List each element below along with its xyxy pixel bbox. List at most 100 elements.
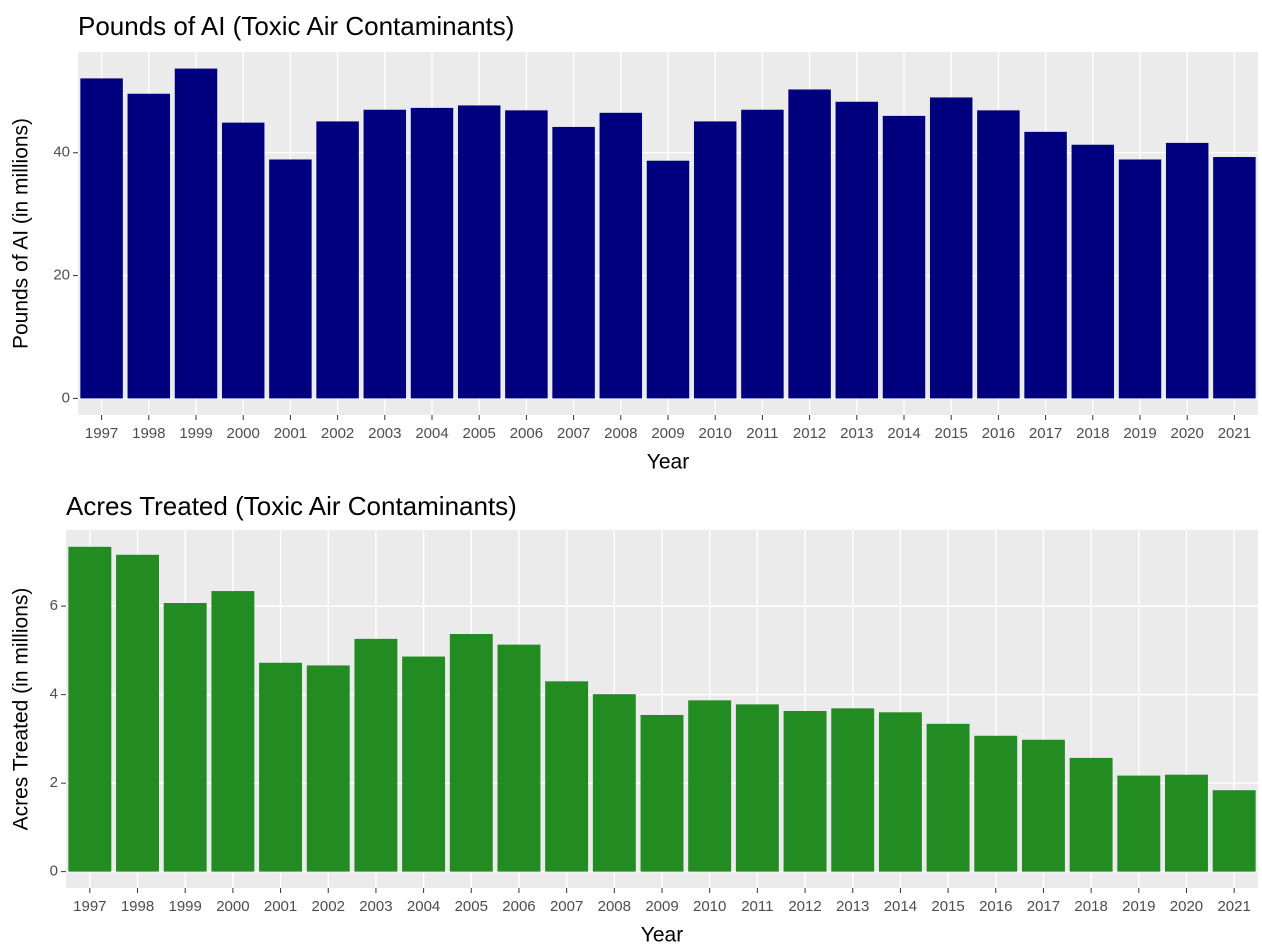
x-tick-label: 2021: [1218, 425, 1251, 442]
x-tick-label: 2014: [887, 425, 920, 442]
bar: [1213, 157, 1256, 399]
bar: [259, 662, 303, 872]
bar: [974, 735, 1018, 872]
x-tick-label: 2007: [557, 425, 590, 442]
x-tick-label: 2012: [788, 898, 821, 915]
bar: [1021, 739, 1065, 872]
bar: [926, 723, 970, 872]
bar: [363, 109, 407, 399]
bar: [1165, 142, 1209, 399]
bar: [783, 710, 827, 872]
bar: [316, 121, 359, 399]
bar: [68, 546, 112, 872]
x-tick-label: 2009: [651, 425, 684, 442]
bar: [835, 101, 879, 399]
x-tick-label: 2003: [359, 898, 392, 915]
x-tick-label: 2021: [1217, 898, 1250, 915]
x-tick-label: 2001: [274, 425, 307, 442]
bar: [306, 665, 350, 872]
x-tick-label: 2019: [1123, 425, 1156, 442]
x-tick-label: 2004: [415, 425, 448, 442]
y-tick-label: 40: [53, 144, 70, 161]
y-tick-label: 6: [50, 597, 58, 614]
y-tick-label: 4: [50, 686, 58, 703]
x-tick-label: 2008: [604, 425, 637, 442]
bar: [1118, 159, 1162, 399]
bar: [1069, 757, 1113, 872]
bar: [1024, 131, 1067, 399]
bar: [1117, 775, 1161, 872]
bar: [977, 110, 1020, 399]
bar: [741, 109, 784, 399]
x-tick-label: 2015: [931, 898, 964, 915]
bar: [127, 93, 171, 399]
bar: [735, 704, 779, 872]
bar: [831, 708, 875, 872]
x-tick-label: 2005: [463, 425, 496, 442]
x-tick-label: 2006: [510, 425, 543, 442]
bar: [878, 712, 922, 872]
bar: [1071, 144, 1115, 399]
x-tick-label: 1999: [179, 425, 212, 442]
x-tick-label: 1997: [73, 898, 106, 915]
x-tick-label: 2009: [645, 898, 678, 915]
x-tick-label: 2012: [793, 425, 826, 442]
x-tick-label: 2010: [693, 898, 726, 915]
x-tick-label: 2011: [746, 425, 778, 442]
bar: [929, 97, 973, 399]
x-tick-label: 2013: [836, 898, 869, 915]
bar: [599, 112, 643, 399]
chart-title: Acres Treated (Toxic Air Contaminants): [66, 491, 517, 521]
x-tick-label: 2018: [1074, 898, 1107, 915]
x-tick-label: 2004: [407, 898, 440, 915]
bar: [457, 105, 501, 399]
bar: [693, 121, 737, 399]
bar: [882, 115, 926, 399]
y-tick-label: 0: [62, 389, 70, 406]
x-tick-label: 2017: [1029, 425, 1062, 442]
x-tick-label: 2020: [1170, 898, 1203, 915]
bar: [116, 554, 159, 872]
bar: [449, 633, 493, 872]
y-tick-label: 0: [50, 863, 58, 880]
x-tick-label: 2019: [1122, 898, 1155, 915]
bar: [269, 159, 312, 399]
x-tick-label: 2008: [598, 898, 631, 915]
bar: [646, 160, 690, 399]
x-tick-label: 2020: [1171, 425, 1204, 442]
bar: [545, 681, 589, 872]
x-tick-label: 2000: [216, 898, 249, 915]
x-tick-label: 1997: [85, 425, 118, 442]
x-tick-label: 2017: [1027, 898, 1060, 915]
x-tick-label: 2011: [741, 898, 773, 915]
bar: [211, 591, 255, 872]
y-axis-title: Pounds of AI (in millions): [10, 118, 33, 349]
x-tick-label: 2016: [982, 425, 1015, 442]
bar: [163, 603, 207, 872]
x-tick-label: 2002: [321, 425, 354, 442]
x-axis-title: Year: [641, 924, 683, 947]
x-tick-label: 2010: [699, 425, 732, 442]
bar: [1165, 774, 1208, 872]
x-tick-label: 2007: [550, 898, 583, 915]
bar: [354, 638, 398, 872]
bar: [174, 68, 218, 399]
bar: [402, 656, 446, 872]
bar: [788, 89, 831, 399]
x-tick-label: 2016: [979, 898, 1012, 915]
y-tick-label: 2: [50, 774, 58, 791]
bar: [552, 126, 595, 399]
y-tick-label: 20: [53, 267, 70, 284]
x-tick-label: 2013: [840, 425, 873, 442]
bar: [410, 107, 454, 399]
x-tick-label: 2003: [368, 425, 401, 442]
x-tick-label: 1998: [121, 898, 154, 915]
x-tick-label: 2001: [264, 898, 297, 915]
x-tick-label: 2000: [227, 425, 260, 442]
x-tick-label: 2006: [502, 898, 535, 915]
bar: [221, 122, 265, 399]
chart-title: Pounds of AI (Toxic Air Contaminants): [78, 11, 514, 41]
x-tick-label: 2002: [312, 898, 345, 915]
x-tick-label: 2014: [884, 898, 917, 915]
